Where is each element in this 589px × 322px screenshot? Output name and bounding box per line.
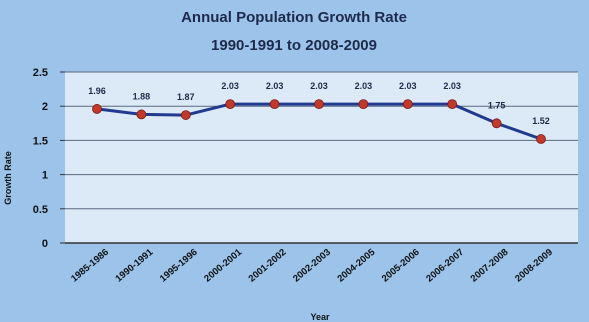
data-point [225, 99, 236, 110]
y-tick-label: 0.5 [33, 204, 48, 216]
data-point [314, 99, 324, 110]
data-label: 1.96 [88, 86, 106, 96]
data-point [92, 104, 102, 114]
data-point [536, 134, 546, 144]
y-tick-label: 1.5 [33, 135, 48, 147]
data-label: 1.52 [532, 116, 550, 126]
data-point [402, 99, 413, 110]
chart-title: Annual Population Growth Rate [181, 9, 407, 26]
data-point [180, 110, 191, 120]
data-label: 2.03 [443, 81, 461, 91]
y-tick-label: 1 [42, 170, 48, 182]
data-point [136, 109, 147, 120]
data-label: 2.03 [221, 81, 239, 91]
data-label: 2.03 [355, 81, 373, 91]
y-tick-label: 0 [42, 238, 48, 250]
data-label: 2.03 [399, 81, 417, 91]
grid-lines [65, 71, 578, 244]
data-point [269, 99, 280, 110]
data-label: 1.87 [177, 92, 195, 102]
data-point [358, 99, 369, 110]
x-axis-label: Year [310, 312, 330, 322]
data-point [491, 118, 502, 129]
data-label: 2.03 [266, 81, 284, 91]
data-markers [92, 99, 546, 144]
y-tick-label: 2 [42, 101, 48, 113]
data-label: 1.88 [133, 91, 151, 101]
y-tick-label: 2.5 [33, 67, 48, 79]
y-axis-ticks: 0 0.5 1 1.5 2 2.5 [33, 67, 65, 250]
data-label: 2.03 [310, 81, 328, 91]
data-point [447, 99, 458, 110]
data-label: 1.75 [488, 100, 506, 110]
data-labels: 1.96 1.88 1.87 2.03 2.03 2.03 2.03 2.03 2.03 1.75… [88, 81, 550, 126]
chart-subtitle: 1990-1991 to 2008-2009 [211, 37, 377, 54]
y-axis-label: Growth Rate [3, 151, 13, 205]
